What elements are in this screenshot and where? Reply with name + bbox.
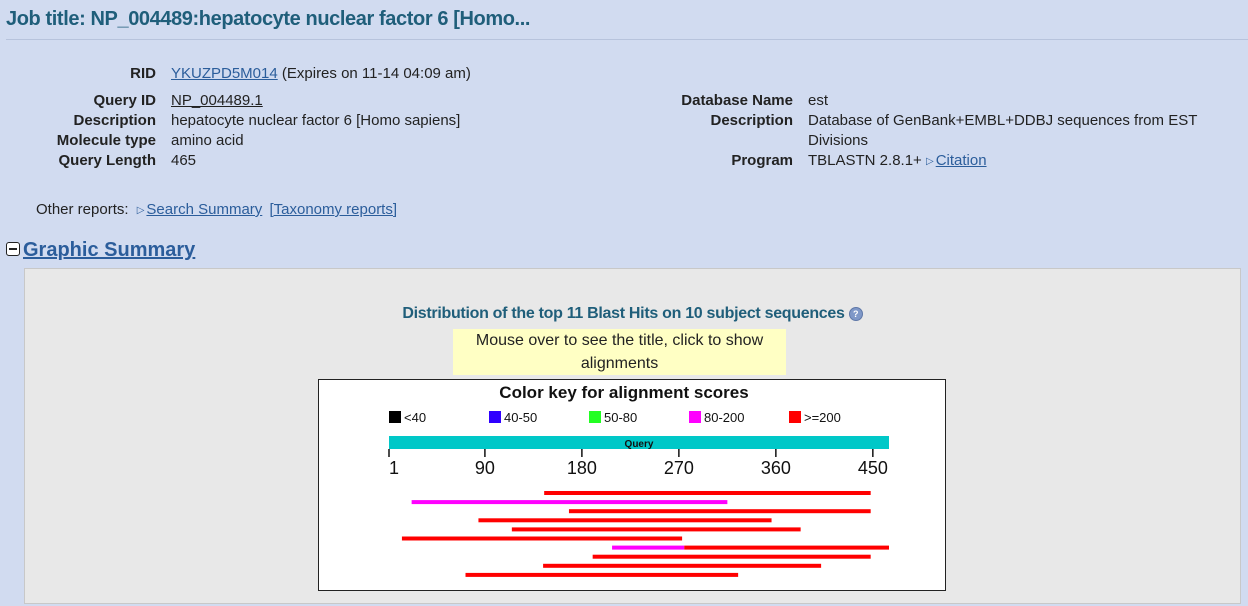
color-key-title: Color key for alignment scores (499, 383, 748, 402)
rid-value-group: YKUZPD5M014 (Expires on 11-14 04:09 am) (171, 64, 471, 84)
axis-tick-label: 450 (858, 458, 888, 478)
axis-tick-label: 90 (475, 458, 495, 478)
rid-link[interactable]: YKUZPD5M014 (171, 65, 278, 82)
other-reports: Other reports: ▷ Search Summary [Taxonomy… (36, 200, 397, 222)
program-label: Program (731, 152, 793, 169)
citation-link[interactable]: Citation (935, 152, 987, 169)
legend-label: 80-200 (704, 410, 744, 425)
hit-bar[interactable] (684, 545, 889, 550)
legend-swatch (389, 411, 401, 423)
query-bar (389, 436, 889, 449)
collapse-icon[interactable] (6, 242, 20, 256)
database-info: Database Name est Description Database o… (620, 91, 1248, 181)
hit-bar[interactable] (411, 500, 728, 505)
db-description-line2: Divisions (808, 132, 869, 149)
hit-bar[interactable] (568, 509, 871, 514)
legend-label: >=200 (804, 410, 841, 425)
taxonomy-reports-link[interactable]: [Taxonomy reports] (269, 201, 398, 218)
molecule-type-value: amino acid (171, 132, 244, 149)
description-label: Description (73, 112, 156, 129)
job-title: Job title: NP_004489:hepatocyte nuclear … (6, 8, 531, 30)
db-description-line1: Database of GenBank+EMBL+DDBJ sequences … (808, 112, 1198, 129)
search-summary-link[interactable]: Search Summary (146, 201, 263, 218)
axis-tick-label: 180 (567, 458, 597, 478)
axis-tick-label: 270 (664, 458, 694, 478)
query-bar-label: Query (625, 439, 654, 450)
hit-bar[interactable] (478, 518, 772, 523)
database-name-label: Database Name (681, 92, 793, 109)
triangle-right-icon: ▷ (925, 156, 934, 167)
molecule-type-label: Molecule type (56, 132, 156, 149)
legend-label: 50-80 (604, 410, 637, 425)
hit-bar[interactable] (612, 545, 685, 550)
database-name-value: est (808, 92, 829, 109)
alignment-chart: Color key for alignment scores <40 40-50 50… (388, 383, 889, 577)
graphic-summary-panel: Distribution of the top 11 Blast Hits on… (24, 268, 1241, 604)
db-description-label: Description (710, 112, 793, 129)
legend-label: <40 (404, 410, 426, 425)
mouse-over-hint: Mouse over to see the title, click to sh… (453, 329, 786, 375)
graphic-summary-title[interactable]: Graphic Summary (23, 239, 196, 261)
axis-tick-label: 360 (761, 458, 791, 478)
triangle-right-icon: ▷ (136, 205, 145, 216)
query-length-value: 465 (171, 152, 197, 169)
legend-swatch (489, 411, 501, 423)
legend-swatch (789, 411, 801, 423)
program-value: TBLASTN 2.8.1+ (808, 152, 922, 169)
legend-swatch (589, 411, 601, 423)
header-divider (6, 39, 1248, 40)
distribution-title: Distribution of the top 11 Blast Hits on… (25, 305, 1240, 323)
hit-bar[interactable] (511, 527, 801, 532)
distribution-title-text: Distribution of the top 11 Blast Hits on… (402, 305, 845, 322)
rid-expires: (Expires on 11-14 04:09 am) (281, 65, 471, 82)
hit-bar[interactable] (401, 536, 683, 541)
query-length-label: Query Length (58, 152, 156, 169)
axis-tick-label: 1 (389, 458, 399, 478)
query-info: RID YKUZPD5M014 (Expires on 11-14 04:09 … (0, 64, 620, 184)
legend-swatch (689, 411, 701, 423)
hit-bar[interactable] (543, 563, 822, 568)
alignment-graphic: Color key for alignment scores <40 40-50 50… (318, 379, 946, 591)
legend-label: 40-50 (504, 410, 537, 425)
hit-bar[interactable] (465, 572, 739, 577)
mouse-over-hint-line2: alignments (580, 355, 659, 372)
query-id-label: Query ID (93, 92, 156, 109)
mouse-over-hint-line1: Mouse over to see the title, click to sh… (475, 332, 764, 349)
rid-label: RID (130, 65, 156, 82)
description-value: hepatocyte nuclear factor 6 [Homo sapien… (171, 112, 461, 129)
query-id-link[interactable]: NP_004489.1 (171, 92, 263, 109)
program-group: TBLASTN 2.8.1+ ▷ Citation (808, 151, 987, 173)
help-icon[interactable]: ? (848, 306, 863, 321)
hit-bar[interactable] (544, 491, 871, 495)
hit-bar[interactable] (592, 554, 871, 559)
other-reports-label: Other reports: (36, 201, 129, 218)
